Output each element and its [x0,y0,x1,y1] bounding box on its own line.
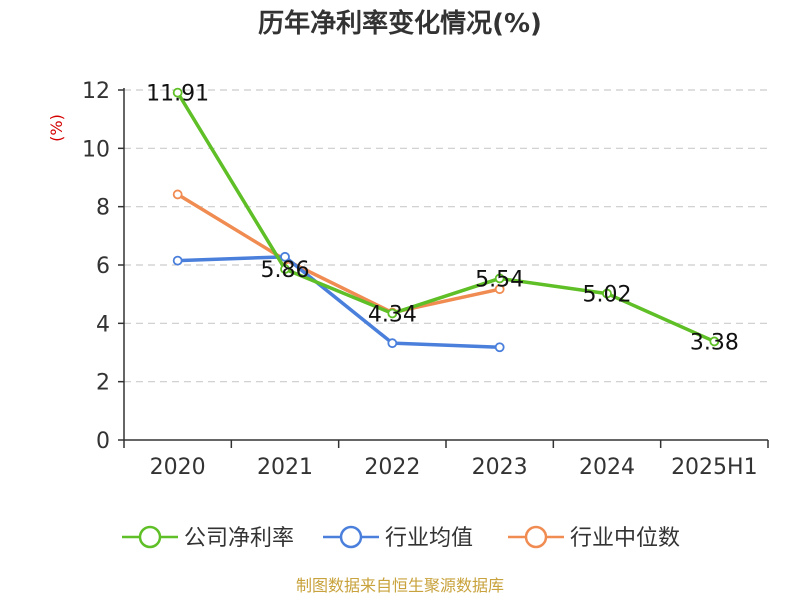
data-label: 5.54 [475,267,524,292]
data-labels: 11.91 5.86 4.34 5.54 5.02 3.38 [146,82,739,356]
legend-item: 行业均值 [323,525,473,551]
x-tick-label: 2024 [579,455,635,480]
legend: 公司净利率 行业均值 行业中位数 [122,525,680,551]
x-tick-label: 2023 [472,455,528,480]
legend-marker [138,525,162,549]
data-label: 3.38 [690,330,739,355]
x-tick-label: 2025H1 [671,455,758,480]
data-label: 5.86 [261,258,310,283]
x-tick-label: 2020 [150,455,206,480]
y-axis-label: (%) [47,114,66,142]
legend-item: 公司净利率 [122,525,294,551]
y-tick-label: 0 [96,429,110,454]
legend-label: 公司净利率 [184,526,294,551]
y-tick-label: 12 [82,79,110,104]
data-label: 5.02 [583,283,632,308]
data-point [387,338,398,349]
data-point [280,264,290,274]
gridlines [124,89,768,383]
data-point [494,342,505,353]
y-tick-label: 6 [96,254,110,279]
y-tick-label: 2 [96,371,110,396]
data-point [602,288,612,299]
series-line [177,255,500,349]
data-point [494,273,505,284]
data-point [280,251,290,262]
source-note: 制图数据来自恒生聚源数据库 [296,576,504,595]
data-label: 11.91 [146,82,209,107]
chart-title: 历年净利率变化情况(%) [258,8,542,39]
y-tick-label: 10 [82,137,110,162]
y-tick-label: 4 [96,312,110,337]
y-tick-label: 8 [96,196,110,221]
legend-label: 行业均值 [385,526,473,551]
data-point [494,284,505,295]
x-tick-label: 2021 [257,455,313,480]
legend-marker [339,525,363,549]
legend-item: 行业中位数 [508,525,680,551]
legend-marker [524,525,548,549]
data-label: 4.34 [368,302,417,327]
data-point [387,308,398,319]
data-point [709,336,720,347]
series-lines [172,87,720,353]
x-tick-label: 2022 [364,455,420,480]
data-point [172,189,183,200]
data-point [172,87,183,98]
axes: 0 2 4 6 8 10 12 2020 2021 2022 2023 2024 2025H1 [82,79,769,480]
series-line [176,91,716,344]
legend-label: 行业中位数 [570,526,680,551]
series-line [176,192,501,315]
data-point [172,255,183,266]
